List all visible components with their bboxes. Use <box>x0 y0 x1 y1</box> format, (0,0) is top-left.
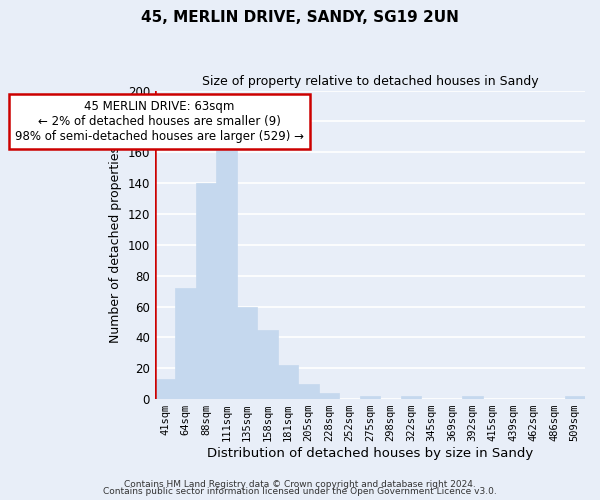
Text: Contains public sector information licensed under the Open Government Licence v3: Contains public sector information licen… <box>103 487 497 496</box>
Bar <box>462 396 482 399</box>
Text: Contains HM Land Registry data © Crown copyright and database right 2024.: Contains HM Land Registry data © Crown c… <box>124 480 476 489</box>
Text: 45, MERLIN DRIVE, SANDY, SG19 2UN: 45, MERLIN DRIVE, SANDY, SG19 2UN <box>141 10 459 25</box>
Text: 45 MERLIN DRIVE: 63sqm
← 2% of detached houses are smaller (9)
98% of semi-detac: 45 MERLIN DRIVE: 63sqm ← 2% of detached … <box>14 100 304 143</box>
X-axis label: Distribution of detached houses by size in Sandy: Distribution of detached houses by size … <box>207 447 533 460</box>
Bar <box>175 288 196 399</box>
Bar <box>359 396 380 399</box>
Bar <box>237 306 257 399</box>
Bar <box>257 330 278 399</box>
Title: Size of property relative to detached houses in Sandy: Size of property relative to detached ho… <box>202 75 538 88</box>
Bar <box>298 384 319 399</box>
Bar <box>196 183 216 399</box>
Bar <box>401 396 421 399</box>
Bar <box>155 379 175 399</box>
Y-axis label: Number of detached properties: Number of detached properties <box>109 146 122 344</box>
Bar <box>278 365 298 399</box>
Bar <box>319 393 339 399</box>
Bar <box>217 142 237 399</box>
Bar <box>565 396 585 399</box>
